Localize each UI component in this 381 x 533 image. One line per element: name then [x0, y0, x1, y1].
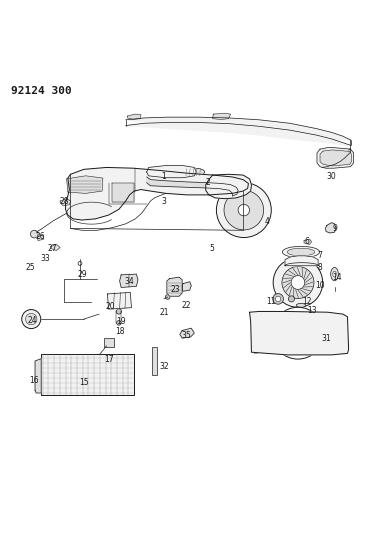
Polygon shape [285, 256, 318, 266]
Circle shape [22, 310, 41, 329]
Ellipse shape [296, 303, 306, 307]
Circle shape [328, 226, 333, 231]
Polygon shape [213, 114, 231, 119]
Polygon shape [250, 311, 349, 355]
Text: 25: 25 [26, 263, 35, 272]
Text: 31: 31 [321, 334, 331, 343]
Text: 20: 20 [106, 302, 115, 311]
Polygon shape [147, 177, 238, 196]
Circle shape [26, 313, 37, 325]
Text: 8: 8 [318, 263, 322, 272]
Text: 1: 1 [162, 173, 166, 181]
Polygon shape [126, 117, 351, 146]
Circle shape [116, 309, 122, 314]
Polygon shape [120, 274, 138, 287]
Text: 4: 4 [264, 217, 269, 226]
Text: 5: 5 [209, 244, 214, 253]
Bar [152, 346, 157, 375]
Bar [41, 354, 134, 395]
Circle shape [253, 349, 259, 354]
Circle shape [272, 307, 324, 359]
Text: 11: 11 [266, 297, 275, 306]
Polygon shape [147, 166, 196, 177]
Circle shape [282, 266, 314, 298]
Text: 6: 6 [304, 237, 309, 246]
Text: 18: 18 [115, 327, 125, 336]
Text: 7: 7 [318, 251, 322, 260]
Circle shape [273, 258, 323, 307]
Text: 2: 2 [205, 178, 210, 187]
Circle shape [165, 295, 170, 299]
Circle shape [288, 296, 295, 302]
Circle shape [291, 276, 305, 289]
Polygon shape [304, 239, 312, 245]
Text: 92124 300: 92124 300 [11, 85, 72, 95]
Text: 23: 23 [170, 285, 180, 294]
Circle shape [340, 314, 346, 319]
Text: 35: 35 [182, 330, 192, 340]
Circle shape [216, 183, 271, 238]
Text: 30: 30 [327, 173, 336, 181]
Polygon shape [67, 176, 103, 193]
Polygon shape [112, 183, 134, 203]
Circle shape [253, 314, 259, 319]
Polygon shape [107, 293, 131, 309]
Text: 29: 29 [77, 270, 87, 279]
Text: 17: 17 [104, 356, 114, 365]
Text: 34: 34 [125, 277, 134, 286]
Circle shape [273, 294, 283, 304]
Polygon shape [320, 150, 351, 166]
Text: 24: 24 [27, 316, 37, 325]
Polygon shape [50, 245, 60, 251]
Text: 33: 33 [40, 254, 50, 263]
Ellipse shape [282, 246, 320, 258]
Ellipse shape [154, 167, 178, 175]
Text: 14: 14 [332, 273, 342, 282]
Polygon shape [317, 148, 354, 168]
Circle shape [238, 204, 250, 216]
Text: 16: 16 [29, 376, 39, 385]
Text: 27: 27 [48, 244, 58, 253]
Circle shape [224, 190, 264, 230]
Bar [104, 338, 114, 346]
Text: 3: 3 [162, 197, 166, 206]
Text: 15: 15 [79, 378, 89, 387]
Circle shape [275, 296, 281, 302]
Circle shape [30, 230, 38, 238]
Circle shape [78, 262, 82, 265]
Polygon shape [180, 328, 194, 338]
Polygon shape [66, 167, 248, 220]
Text: 21: 21 [159, 309, 168, 318]
Text: 19: 19 [116, 317, 126, 326]
Text: 28: 28 [59, 197, 69, 206]
Polygon shape [182, 282, 191, 291]
Text: 32: 32 [159, 362, 169, 371]
Bar [36, 379, 40, 386]
Bar [36, 367, 40, 374]
Polygon shape [37, 235, 44, 240]
Circle shape [340, 349, 346, 354]
Polygon shape [325, 223, 336, 233]
Polygon shape [167, 277, 182, 296]
Polygon shape [128, 114, 141, 119]
Text: 9: 9 [333, 224, 338, 233]
Text: 10: 10 [315, 281, 325, 290]
Ellipse shape [333, 271, 336, 277]
Circle shape [277, 312, 319, 354]
Ellipse shape [331, 268, 338, 281]
Ellipse shape [287, 248, 315, 256]
Polygon shape [206, 174, 251, 199]
Ellipse shape [184, 168, 205, 176]
Text: 12: 12 [302, 297, 311, 306]
Circle shape [117, 321, 121, 325]
Polygon shape [60, 199, 70, 206]
Text: 13: 13 [307, 306, 317, 315]
Polygon shape [35, 359, 41, 393]
Text: 26: 26 [35, 232, 45, 241]
Text: 22: 22 [182, 301, 191, 310]
